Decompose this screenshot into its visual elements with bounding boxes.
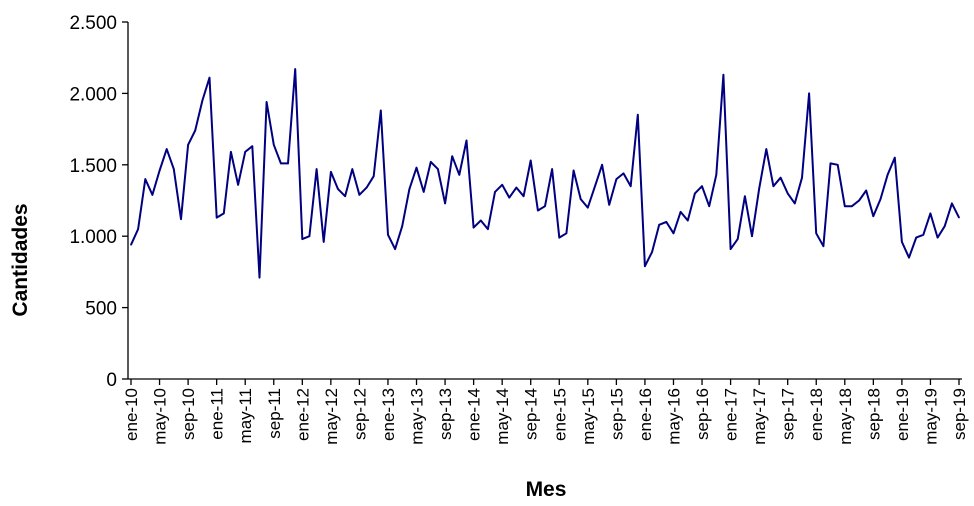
x-tick-label: may-17 <box>750 388 769 445</box>
x-tick-label: may-18 <box>836 388 855 445</box>
x-tick-label: ene-17 <box>722 388 741 441</box>
x-tick-label: ene-10 <box>122 388 141 441</box>
x-tick-label: may-14 <box>493 388 512 445</box>
x-tick-label: may-11 <box>236 388 255 443</box>
x-tick-label: ene-15 <box>550 388 569 441</box>
x-tick-label: sep-11 <box>265 388 284 439</box>
y-tick-label: 1.500 <box>69 156 117 177</box>
y-tick-label: 2.500 <box>69 13 117 34</box>
x-tick-label: sep-13 <box>436 388 455 440</box>
x-tick-label: sep-19 <box>950 388 969 440</box>
x-tick-label: sep-14 <box>522 388 541 440</box>
y-axis-ticks: 0 500 1.000 1.500 2.000 2.500 <box>69 13 128 391</box>
x-tick-label: may-16 <box>664 388 683 445</box>
series-line <box>130 68 960 279</box>
x-tick-label: may-19 <box>921 388 940 445</box>
x-tick-label: sep-18 <box>864 388 883 440</box>
x-tick-label: ene-14 <box>465 388 484 441</box>
x-tick-label: may-10 <box>151 388 170 445</box>
x-tick-label: sep-12 <box>350 388 369 440</box>
x-tick-label: may-13 <box>408 388 427 445</box>
y-axis-title: Cantidades <box>9 203 32 316</box>
x-tick-label: ene-16 <box>636 388 655 441</box>
x-tick-label: ene-19 <box>893 388 912 441</box>
x-tick-label: may-12 <box>322 388 341 445</box>
y-tick-label: 2.000 <box>69 84 117 105</box>
x-tick-label: may-15 <box>579 388 598 445</box>
x-axis-title: Mes <box>526 478 567 501</box>
y-tick-label: 500 <box>85 299 117 320</box>
y-tick-label: 1.000 <box>69 227 117 248</box>
x-tick-label: sep-10 <box>179 388 198 440</box>
x-tick-label: sep-15 <box>607 388 626 440</box>
y-tick-label: 0 <box>106 370 117 391</box>
x-tick-label: sep-16 <box>693 388 712 440</box>
x-tick-label: sep-17 <box>779 388 798 440</box>
x-tick-label: ene-18 <box>807 388 826 441</box>
x-tick-label: ene-11 <box>208 388 227 440</box>
x-axis-ticks: ene-10 may-10 sep-10 ene-11 may-11 sep-11 ene-… <box>122 379 969 445</box>
x-tick-label: ene-12 <box>293 388 312 441</box>
x-tick-label: ene-13 <box>379 388 398 441</box>
